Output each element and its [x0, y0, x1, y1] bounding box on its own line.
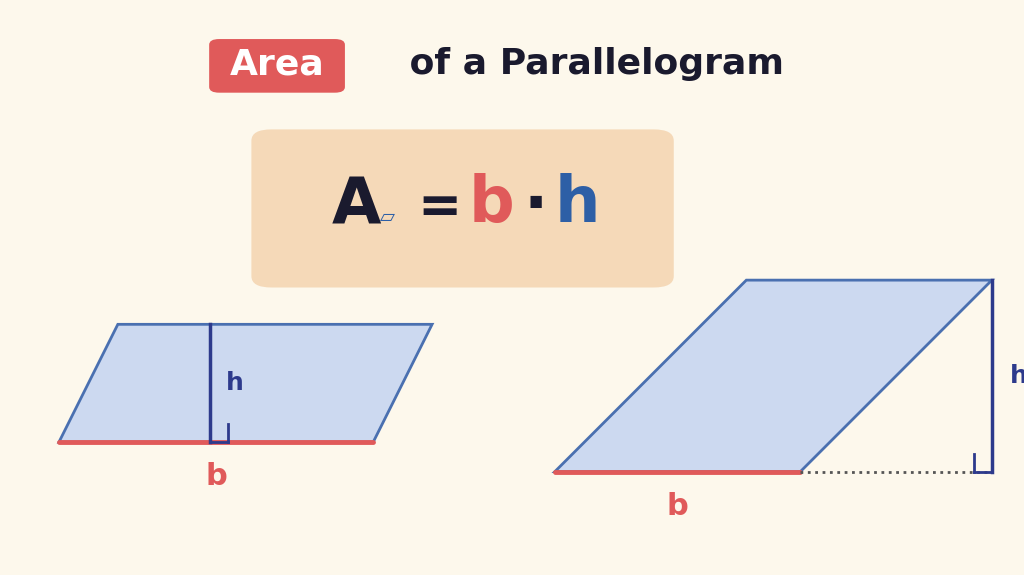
Text: $\mathbf{=}$: $\mathbf{=}$: [407, 179, 458, 232]
Text: b: b: [667, 492, 688, 520]
Text: b: b: [205, 462, 227, 491]
FancyBboxPatch shape: [252, 129, 674, 288]
Polygon shape: [59, 324, 432, 442]
Polygon shape: [555, 280, 992, 471]
FancyBboxPatch shape: [209, 39, 345, 93]
Text: Area: Area: [229, 48, 325, 82]
Text: h: h: [1010, 364, 1024, 388]
Text: $\mathbf{\cdot}$: $\mathbf{\cdot}$: [523, 173, 543, 235]
Text: ▱: ▱: [380, 208, 394, 227]
Text: $\mathbf{A}$: $\mathbf{A}$: [332, 175, 383, 237]
Text: of a Parallelogram: of a Parallelogram: [397, 48, 784, 82]
Text: $\mathbf{h}$: $\mathbf{h}$: [554, 173, 596, 235]
Text: h: h: [225, 371, 244, 395]
Text: $\mathbf{b}$: $\mathbf{b}$: [468, 173, 513, 235]
